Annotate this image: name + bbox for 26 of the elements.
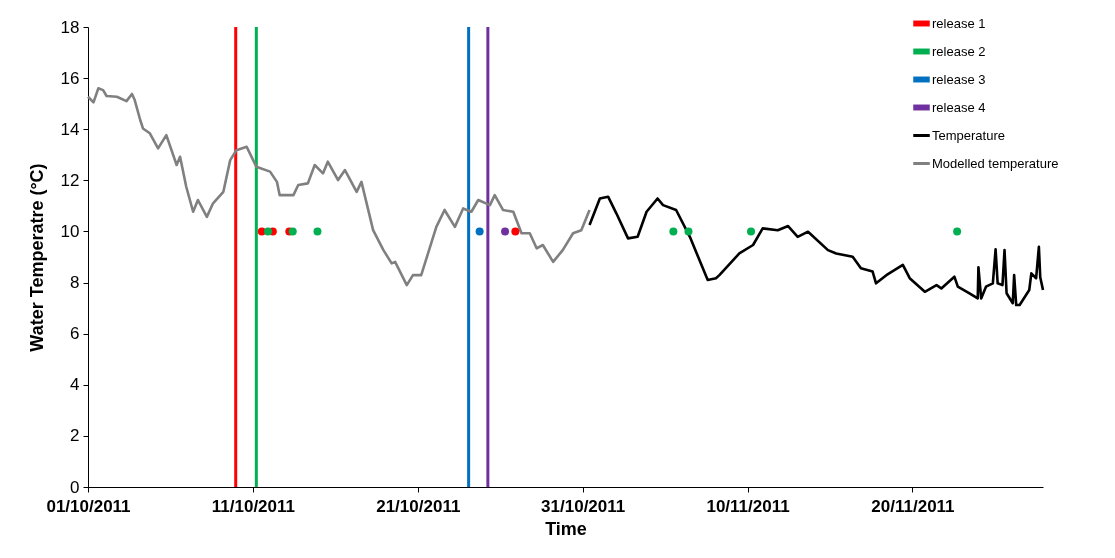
legend-label: release 1	[932, 15, 986, 31]
x-tick-label: 01/10/2011	[46, 496, 131, 516]
y-tick-label: 12	[60, 170, 80, 190]
y-tick-label: 4	[70, 375, 80, 395]
x-tick-label: 31/10/2011	[541, 496, 626, 516]
legend-label: Temperature	[932, 127, 1005, 143]
y-tick-label: 2	[70, 426, 80, 446]
legend-label: release 2	[932, 43, 986, 59]
x-tick-label: 11/10/2011	[211, 496, 295, 516]
x-tick-label: 21/10/2011	[376, 496, 461, 516]
y-tick-label: 18	[60, 17, 80, 37]
legend-label: release 3	[932, 71, 986, 87]
y-tick-label: 10	[60, 221, 80, 241]
x-tick-label: 20/11/2011	[871, 496, 955, 516]
y-axis-title: Water Temperatre (°C)	[26, 163, 47, 352]
legend-label: Modelled temperature	[932, 155, 1059, 171]
legend-label: release 4	[932, 99, 986, 115]
y-tick-label: 16	[60, 68, 80, 88]
y-tick-label: 0	[70, 477, 80, 497]
y-tick-label: 14	[60, 119, 80, 139]
line-series	[86, 87, 591, 287]
x-tick-label: 10/11/2011	[706, 496, 790, 516]
x-axis-title: Time	[545, 518, 587, 539]
y-tick-label: 8	[70, 273, 80, 293]
line-series	[588, 195, 1045, 307]
y-tick-label: 6	[70, 324, 80, 344]
